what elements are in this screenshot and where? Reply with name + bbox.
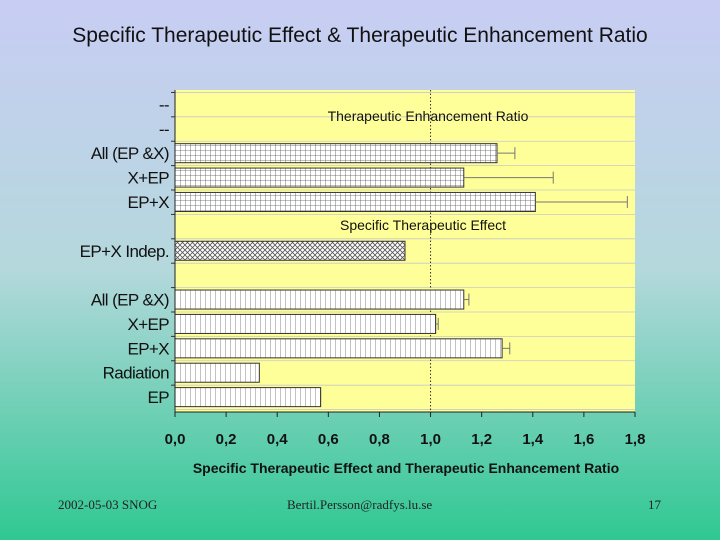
footer-page-number: 17 bbox=[648, 497, 661, 512]
bar bbox=[174, 313, 437, 334]
x-tick-label: 0,8 bbox=[369, 431, 390, 448]
x-tick-label: 1,8 bbox=[625, 431, 646, 448]
y-tick-label: X+EP bbox=[127, 169, 169, 188]
y-tick-label: -- bbox=[159, 120, 169, 139]
x-tick-label: 0,2 bbox=[216, 431, 237, 448]
x-tick-label: 0,0 bbox=[165, 431, 186, 448]
x-axis-label: Specific Therapeutic Effect and Therapeu… bbox=[193, 460, 619, 476]
bar bbox=[174, 240, 406, 261]
x-tick-label: 0,6 bbox=[318, 431, 339, 448]
y-tick-label: All (EP &X) bbox=[91, 291, 169, 310]
bar bbox=[174, 338, 503, 359]
x-tick-label: 1,4 bbox=[522, 431, 544, 448]
y-tick-label: Radiation bbox=[103, 364, 170, 383]
y-tick-label: EP bbox=[148, 388, 170, 407]
annotation-ste: Specific Therapeutic Effect bbox=[340, 217, 506, 233]
x-tick-label: 1,6 bbox=[573, 431, 594, 448]
bar bbox=[174, 191, 536, 212]
y-tick-label: X+EP bbox=[127, 315, 169, 334]
annotation-ter: Therapeutic Enhancement Ratio bbox=[328, 108, 529, 124]
x-tick-label: 1,0 bbox=[420, 431, 441, 448]
y-tick-label: -- bbox=[159, 95, 169, 114]
x-tick-label: 1,2 bbox=[471, 431, 492, 448]
y-tick-label: EP+X bbox=[127, 193, 169, 212]
bar bbox=[174, 289, 465, 310]
y-tick-label: All (EP &X) bbox=[91, 144, 169, 163]
footer-date: 2002-05-03 SNOG bbox=[58, 497, 158, 512]
bar bbox=[174, 167, 465, 188]
slide-title: Specific Therapeutic Effect & Therapeuti… bbox=[72, 24, 648, 47]
footer-email: Bertil.Persson@radfys.lu.se bbox=[287, 497, 433, 512]
bar bbox=[174, 143, 498, 164]
bar bbox=[174, 387, 322, 408]
y-tick-label: EP+X Indep. bbox=[80, 242, 169, 261]
bar bbox=[174, 362, 260, 383]
y-tick-label: EP+X bbox=[127, 339, 169, 358]
x-tick-label: 0,4 bbox=[267, 431, 289, 448]
